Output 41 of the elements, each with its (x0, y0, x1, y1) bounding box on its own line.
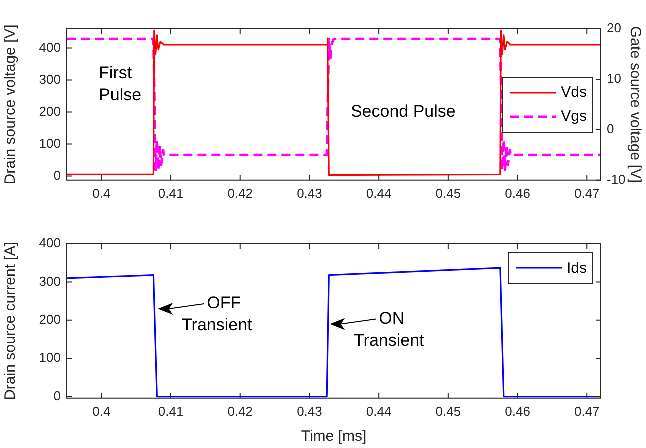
x-tick-label: 0.43 (297, 186, 322, 201)
legend-label: Vds (561, 84, 587, 102)
y-tick-label: 300 (39, 274, 61, 289)
x-tick-label: 0.42 (228, 186, 254, 201)
y2-tick-label: -10 (607, 172, 626, 187)
y2-tick-label: 20 (607, 20, 622, 36)
y2-tick-label: 10 (607, 71, 622, 86)
y-tick-label: 100 (39, 350, 61, 366)
y-axis-title: Drain source voltage [V] (2, 24, 20, 185)
x-tick-label: 0.44 (366, 186, 392, 201)
x-tick-label: 0.46 (505, 404, 530, 419)
x-tick-label: 0.47 (574, 404, 600, 419)
x-tick-label: 0.45 (436, 404, 462, 419)
x-tick-label: 0.4 (92, 404, 111, 419)
annotation: OFF Transient (182, 294, 253, 335)
y2-axis-title: Gate source voltage [V] (626, 26, 644, 184)
legend-label: Vgs (561, 108, 587, 126)
y-tick-label: 100 (39, 136, 61, 151)
y-tick-label: 0 (54, 388, 61, 404)
y-tick-label: 400 (39, 40, 61, 55)
y-tick-label: 0 (54, 168, 61, 183)
annotation: Second Pulse (350, 102, 456, 121)
x-tick-label: 0.43 (297, 404, 322, 419)
annotation: ON Transient (354, 308, 425, 350)
x-axis-title: Time [ms] (301, 428, 367, 446)
x-tick-label: 0.47 (574, 186, 600, 201)
y-tick-label: 200 (39, 312, 61, 328)
y-tick-label: 400 (39, 236, 61, 251)
y-tick-label: 200 (39, 104, 61, 119)
legend-label: Ids (566, 260, 587, 276)
x-tick-label: 0.44 (366, 404, 392, 419)
y-axis-title: Drain source current [A] (2, 242, 20, 400)
x-tick-label: 0.46 (505, 186, 530, 201)
x-tick-label: 0.45 (436, 186, 462, 201)
x-tick-label: 0.41 (158, 186, 184, 201)
annotation: First Pulse (99, 64, 142, 105)
y-tick-label: 300 (39, 72, 61, 87)
y2-tick-label: 0 (607, 122, 614, 137)
x-tick-label: 0.4 (92, 186, 111, 201)
x-tick-label: 0.41 (158, 404, 184, 419)
x-tick-label: 0.42 (228, 404, 254, 419)
